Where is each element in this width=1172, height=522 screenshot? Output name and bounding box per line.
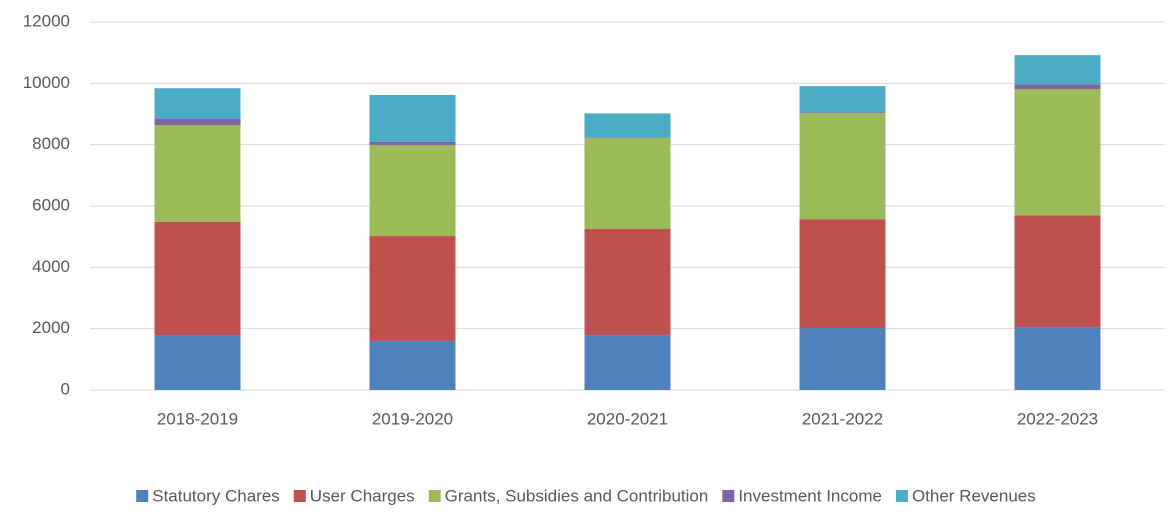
- bar-segment: [369, 141, 456, 145]
- bar-segment: [1014, 89, 1101, 216]
- x-tick-label: 2020-2021: [587, 409, 668, 428]
- legend-label: Grants, Subsidies and Contribution: [445, 486, 709, 505]
- bar-segment: [799, 86, 886, 113]
- y-tick-label: 4000: [32, 257, 70, 276]
- bar-segment: [154, 118, 241, 126]
- legend-label: User Charges: [310, 486, 415, 505]
- bar-segment: [799, 113, 886, 220]
- legend-label: Other Revenues: [912, 486, 1036, 505]
- bar-segment: [154, 125, 241, 222]
- bar-segment: [584, 229, 671, 336]
- y-tick-label: 12000: [23, 11, 70, 30]
- bar-segment: [369, 340, 456, 390]
- bar-segment: [584, 113, 671, 138]
- y-tick-label: 2000: [32, 318, 70, 337]
- bar-segment: [584, 137, 671, 138]
- legend-swatch: [428, 490, 441, 502]
- legend-swatch: [722, 490, 735, 502]
- bar-segment: [799, 328, 886, 390]
- legend-label: Investment Income: [738, 486, 882, 505]
- bar-segment: [799, 112, 886, 114]
- bar-segment: [369, 94, 456, 142]
- x-tick-label: 2021-2022: [802, 409, 883, 428]
- legend-label: Statutory Chares: [152, 486, 280, 505]
- legend-swatch: [136, 490, 149, 502]
- legend-swatch: [293, 490, 306, 502]
- legend-swatch: [895, 490, 908, 502]
- bar-segment: [1014, 215, 1101, 328]
- x-tick-label: 2022-2023: [1017, 409, 1098, 428]
- bar-segment: [799, 219, 886, 329]
- x-tick-label: 2019-2020: [372, 409, 453, 428]
- y-tick-label: 6000: [32, 195, 70, 214]
- bar-segment: [154, 88, 241, 119]
- x-tick-label: 2018-2019: [157, 409, 238, 428]
- bar-segment: [584, 335, 671, 390]
- bar-segment: [369, 144, 456, 237]
- bar-segment: [1014, 55, 1101, 85]
- bar-segment: [154, 221, 241, 336]
- y-tick-label: 8000: [32, 134, 70, 153]
- y-tick-label: 10000: [23, 73, 70, 92]
- bar-segment: [584, 137, 671, 229]
- bar-segment: [369, 236, 456, 341]
- y-tick-label: 0: [61, 379, 70, 398]
- bar-segment: [154, 335, 241, 390]
- bar-segment: [1014, 84, 1101, 90]
- bar-segment: [1014, 327, 1101, 390]
